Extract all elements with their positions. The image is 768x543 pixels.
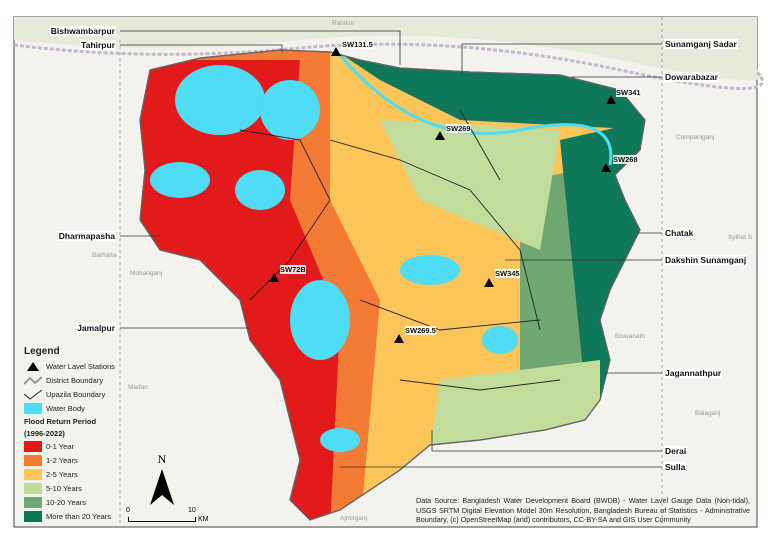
class-swatch (24, 468, 42, 480)
district-outline (139, 49, 646, 521)
station-label: SW269 (446, 124, 471, 133)
international-border (13, 42, 764, 90)
station-triangle (606, 95, 616, 104)
upazila-label: Bishwambarpur (49, 26, 116, 36)
station-label: SW341 (616, 88, 641, 97)
upazila-label: Sunamganj Sadar (664, 39, 738, 49)
legend-label: 0-1 Year (46, 441, 74, 451)
station-triangle (394, 334, 404, 343)
legend-class: 1-2 Years (24, 453, 134, 467)
water-swatch (24, 402, 42, 414)
legend-label: Water Lavel Stations (46, 361, 115, 371)
legend-label: District Boundary (46, 375, 104, 385)
station-triangle (269, 273, 279, 282)
station-label: SW269.5 (405, 326, 436, 335)
data-source-text: Data Source: Bangladesh Water Developmen… (416, 496, 750, 524)
legend: Legend Water Lavel Stations District Bou… (24, 346, 134, 523)
place-label: Biswanath (615, 333, 645, 340)
north-arrow: N (147, 452, 177, 512)
legend-label: 10-20 Years (46, 497, 87, 507)
station-label: SW72B (280, 265, 306, 274)
station-triangle (435, 131, 445, 140)
upazila-label: Dharmapasha (57, 231, 116, 241)
upazila-label: Dowarabazar (664, 72, 719, 82)
station-markers (269, 47, 616, 343)
upazila-label: Derai (664, 446, 688, 456)
legend-subtitle: Flood Return Period (24, 417, 97, 426)
upazila-label: Jamalpur (76, 323, 116, 333)
legend-class: 0-1 Year (24, 439, 134, 453)
upazila-label: Dakshin Sunamganj (664, 255, 748, 265)
station-label: SW345 (495, 269, 520, 278)
north-arrow-icon (150, 469, 174, 505)
legend-label: 1-2 Years (46, 455, 78, 465)
place-label: Balaganj (695, 410, 721, 417)
legend-class: 10-20 Years (24, 495, 134, 509)
label-leader-lines (120, 30, 662, 468)
legend-label: 5-10 Years (46, 483, 82, 493)
class-swatch (24, 510, 42, 522)
place-label: Ranikor (332, 20, 355, 27)
legend-label: More than 20 Years (46, 511, 112, 521)
station-label: SW131.5 (342, 40, 373, 49)
legend-title: Legend (24, 346, 60, 357)
upazila-label: Jagannathpur (664, 368, 723, 378)
upazila-boundaries (239, 109, 561, 391)
legend-class: 5-10 Years (24, 481, 134, 495)
district-line-icon (24, 375, 42, 385)
class-swatch (24, 440, 42, 452)
scale-end: 10 (188, 507, 196, 514)
legend-label: 2-5 Years (46, 469, 78, 479)
place-label: Madan (128, 384, 148, 391)
place-label: Companiganj (676, 134, 715, 141)
upazila-label: Tahirpur (80, 40, 116, 50)
upazila-label: Chatak (664, 228, 695, 238)
station-triangle (484, 278, 494, 287)
class-swatch (24, 454, 42, 466)
place-label: Sylhet S (728, 234, 753, 241)
legend-class: More than 20 Years (24, 509, 134, 523)
station-triangle (601, 163, 611, 172)
scale-bar: 0 10 KM (126, 507, 216, 523)
scale-start: 0 (126, 507, 130, 514)
station-label: SW268 (613, 155, 638, 164)
upazila-label: Sulla (664, 462, 687, 472)
legend-label: Water Body (46, 403, 85, 413)
class-swatch (24, 496, 42, 508)
scale-unit: KM (198, 516, 209, 523)
legend-subtitle-years: (1996-2022) (24, 429, 65, 438)
place-label: Ajmirganj (340, 515, 368, 522)
place-label: Barhatta (92, 252, 117, 259)
legend-label: Upazila Boundary (46, 389, 106, 399)
place-label: Mohanganj (130, 270, 163, 277)
basemap-hills (14, 17, 763, 81)
north-label: N (157, 452, 167, 466)
legend-class: 2-5 Years (24, 467, 134, 481)
triangle-icon (27, 361, 39, 371)
upazila-line-icon (24, 389, 42, 400)
station-triangle (331, 47, 341, 56)
class-swatch (24, 482, 42, 494)
